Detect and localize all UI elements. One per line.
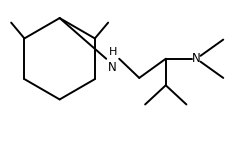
Text: H: H (109, 47, 117, 57)
Text: N: N (192, 52, 201, 65)
Text: N: N (108, 61, 117, 74)
